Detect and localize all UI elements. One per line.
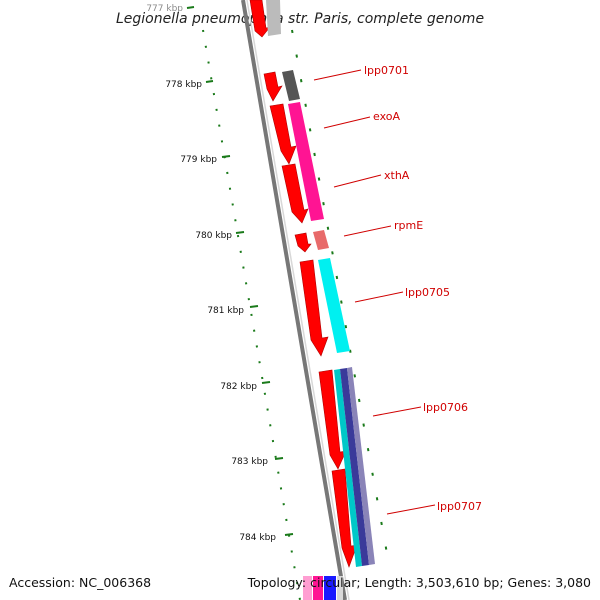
label-leader	[372, 406, 422, 417]
genome-backbone	[241, 0, 350, 600]
ruler-tick	[261, 381, 271, 384]
cds-arrow	[299, 259, 329, 357]
accession-text: Accession: NC_006368	[9, 575, 152, 590]
cds-arrow	[281, 163, 309, 224]
gene-label-rpmE: rpmE	[394, 219, 423, 232]
gc-content-track	[202, 29, 391, 600]
feature-bar-lpp0707-edge	[347, 367, 375, 565]
feature-track	[266, 0, 375, 567]
feature-bar	[337, 576, 343, 600]
label-leader	[386, 504, 436, 515]
cds-arrow	[294, 232, 312, 253]
kbp-ruler: 777 kbp 778 kbp 779 kbp 780 kbp 781 kbp …	[146, 4, 294, 543]
topology-text: Topology: circular; Length: 3,503,610 bp…	[247, 575, 591, 590]
ruler-label: 780 kbp	[195, 231, 232, 241]
gene-label-lpp0701: lpp0701	[364, 64, 409, 77]
map-title: Legionella pneumophila str. Paris, compl…	[116, 11, 484, 27]
feature-bar-exoA	[288, 102, 324, 221]
cds-arrow	[269, 103, 297, 165]
ruler-label: 782 kbp	[220, 382, 257, 392]
ruler-tick	[284, 533, 294, 536]
ruler-tick	[221, 155, 231, 158]
feature-bar-lpp0706	[334, 369, 362, 567]
ruler-tick	[186, 6, 195, 9]
cds-track	[249, 0, 358, 568]
ruler-tick	[249, 305, 259, 308]
feature-bar-lpp0701	[282, 70, 300, 101]
label-leader	[354, 291, 404, 303]
gene-label-lpp0706: lpp0706	[423, 401, 468, 414]
feature-bar	[303, 576, 312, 600]
label-leader	[333, 174, 382, 188]
feature-bar	[266, 0, 281, 36]
gene-labels: lpp0701 exoA xthA rpmE lpp0705 lpp0706 l…	[313, 64, 482, 515]
backbone-line	[241, 0, 347, 600]
gene-label-exoA: exoA	[373, 110, 400, 123]
ruler-tick	[205, 80, 214, 83]
label-leader	[343, 225, 392, 237]
ruler-label: 777 kbp	[146, 4, 183, 14]
feature-bar-lpp0707	[340, 368, 369, 566]
gene-label-xthA: xthA	[384, 169, 410, 182]
feature-bar-lpp0705	[318, 258, 350, 353]
ruler-label: 783 kbp	[231, 457, 268, 467]
feature-bar	[313, 576, 323, 600]
ruler-label: 784 kbp	[239, 533, 276, 543]
gene-label-lpp0707: lpp0707	[437, 500, 482, 513]
gene-label-lpp0705: lpp0705	[405, 286, 450, 299]
ruler-label: 781 kbp	[207, 306, 244, 316]
ruler-tick	[274, 457, 284, 460]
label-leader	[313, 69, 362, 81]
bottom-features	[303, 576, 343, 600]
feature-bar-rpmE	[313, 230, 329, 250]
feature-bar	[324, 576, 336, 600]
ruler-label: 778 kbp	[165, 80, 202, 90]
ruler-tick	[235, 231, 245, 234]
ruler-label: 779 kbp	[180, 155, 217, 165]
label-leader	[323, 116, 371, 129]
backbone-highlight	[246, 0, 350, 600]
cds-arrow	[263, 71, 283, 102]
gc-inner-ticks	[202, 29, 301, 600]
